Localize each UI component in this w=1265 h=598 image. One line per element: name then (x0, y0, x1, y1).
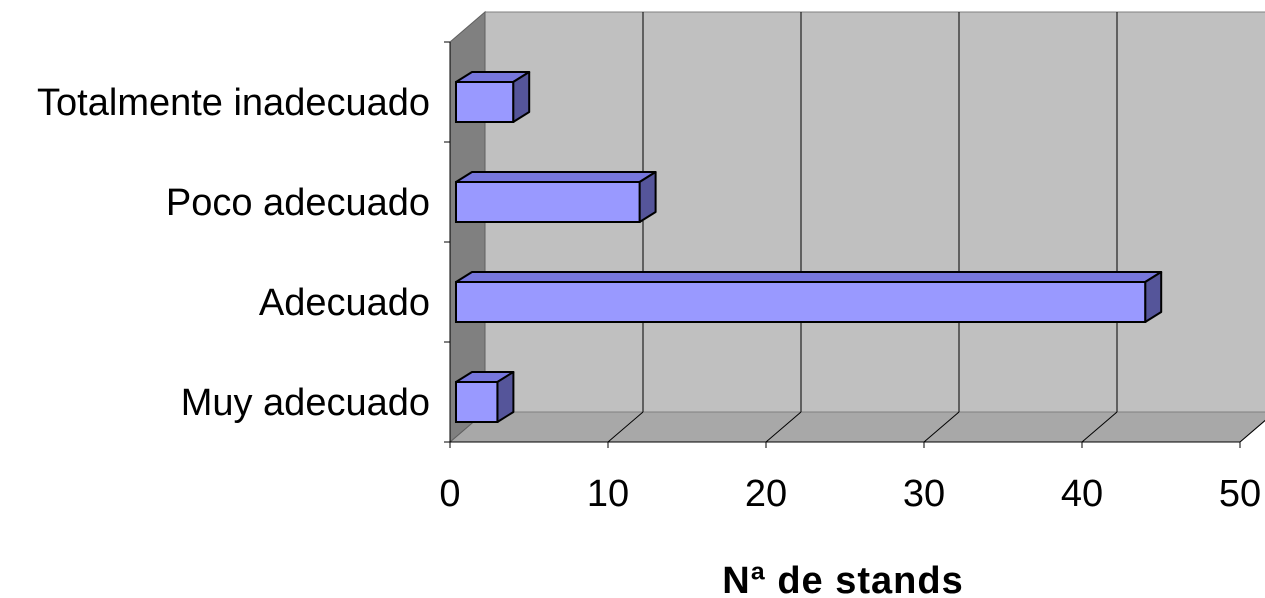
bar-top-face (455, 271, 1163, 283)
x-tick-label: 30 (903, 473, 945, 515)
x-tick-label: 20 (745, 473, 787, 515)
bar-poco-adecuado (455, 171, 657, 223)
bar-side-face (1144, 271, 1163, 323)
x-axis-title: Nª de stands (722, 560, 963, 598)
plot-floor (448, 411, 1265, 443)
bar-side-face (512, 71, 531, 123)
x-tick-labels: 0 10 20 30 40 50 (439, 473, 1261, 515)
category-labels: Totalmente inadecuado Poco adecuado Adecua… (37, 82, 430, 424)
bar-muy-adecuado (455, 371, 515, 423)
x-tick-label: 40 (1061, 473, 1103, 515)
x-tick-label: 50 (1219, 473, 1261, 515)
bar-adecuado (455, 271, 1163, 323)
bar-side-face (496, 371, 515, 423)
bar-front-face (455, 81, 515, 123)
bar-top-face (455, 171, 657, 183)
gridline-floor (1081, 411, 1118, 443)
gridline-floor (1239, 419, 1265, 443)
bar-totalmente-inadecuado (455, 71, 531, 123)
category-label: Muy adecuado (181, 382, 430, 424)
bar-front-face (455, 381, 499, 423)
x-tick-label: 0 (439, 473, 460, 515)
gridline-floor (923, 411, 960, 443)
gridline-floor (765, 411, 802, 443)
category-label: Poco adecuado (166, 182, 430, 224)
bar-front-face (455, 181, 641, 223)
category-label: Adecuado (259, 282, 430, 324)
bar-front-face (455, 281, 1147, 323)
gridlines (444, 12, 1265, 448)
bar-side-face (638, 171, 657, 223)
bars (455, 71, 1163, 423)
category-label: Totalmente inadecuado (37, 82, 430, 124)
gridline-floor (607, 411, 644, 443)
x-tick-label: 10 (587, 473, 629, 515)
plot-area (448, 10, 1265, 444)
